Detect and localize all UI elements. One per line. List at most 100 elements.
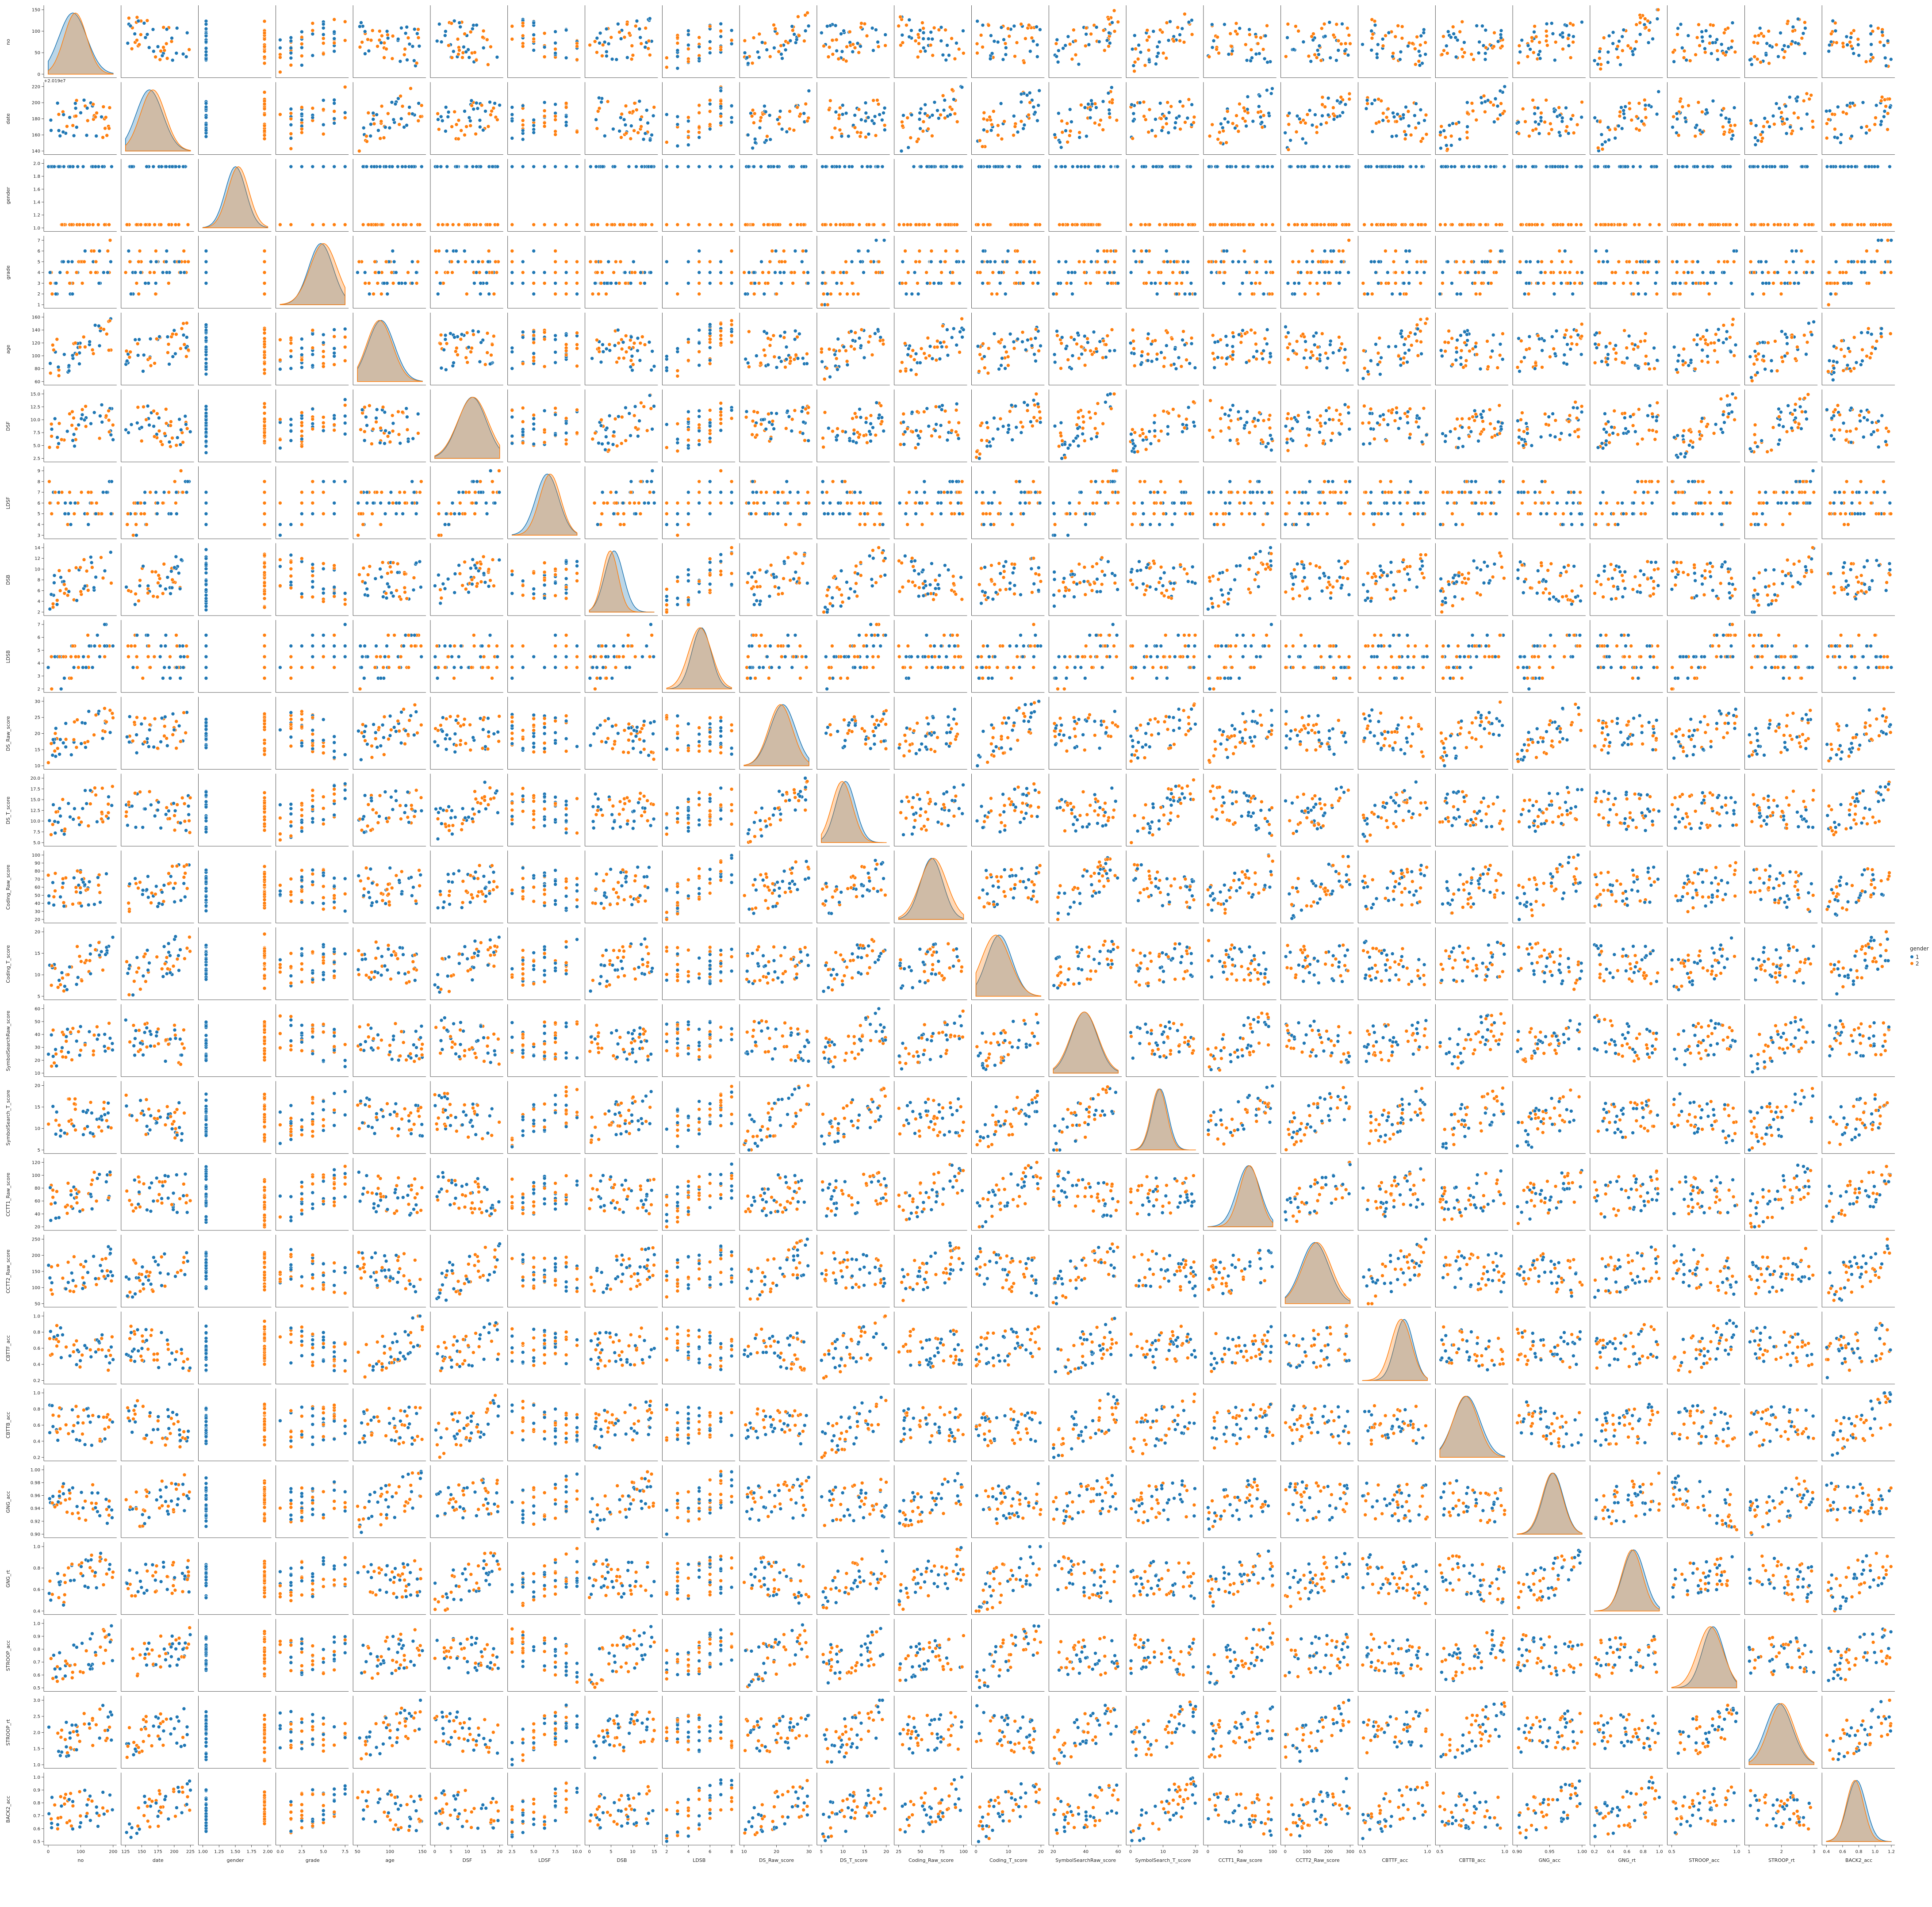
point-series-2: [52, 348, 55, 352]
point-series-1: [1329, 56, 1332, 60]
point-series-1: [1561, 165, 1564, 168]
point-series-2: [343, 359, 347, 363]
point-series-2: [1165, 21, 1169, 25]
point-series-1: [944, 58, 948, 62]
point-series-1: [1129, 271, 1133, 274]
point-series-1: [532, 49, 536, 52]
point-series-2: [1061, 223, 1065, 226]
point-series-2: [1679, 292, 1682, 296]
point-series-2: [768, 344, 772, 347]
point-series-2: [595, 50, 598, 54]
point-series-2: [1635, 115, 1638, 119]
point-series-1: [918, 29, 922, 32]
point-series-2: [521, 34, 525, 38]
point-series-2: [1460, 223, 1464, 226]
point-series-2: [1879, 99, 1883, 103]
point-series-1: [1398, 292, 1402, 296]
point-series-1: [554, 361, 557, 364]
point-series-1: [871, 49, 875, 52]
point-series-2: [631, 54, 635, 57]
point-series-1: [1304, 142, 1307, 145]
cell-no-vs-LDSF: [508, 5, 581, 78]
point-series-1: [322, 26, 325, 30]
point-series-2: [1166, 101, 1169, 104]
point-series-2: [554, 133, 557, 136]
point-series-2: [1058, 223, 1061, 226]
point-series-2: [102, 328, 106, 331]
point-series-1: [745, 56, 749, 59]
point-series-2: [396, 223, 400, 226]
point-series-1: [98, 249, 101, 253]
point-series-1: [300, 165, 303, 168]
point-series-2: [263, 91, 266, 94]
point-series-1: [1334, 59, 1338, 62]
point-series-1: [1405, 260, 1409, 264]
point-series-2: [846, 292, 849, 296]
point-series-2: [380, 104, 383, 108]
point-series-2: [416, 260, 420, 264]
point-series-1: [1393, 165, 1396, 168]
point-series-2: [554, 249, 557, 253]
point-series-2: [1532, 51, 1535, 54]
point-series-2: [789, 360, 792, 363]
point-series-1: [1531, 165, 1535, 168]
point-series-1: [459, 25, 462, 29]
point-series-1: [870, 27, 874, 30]
point-series-1: [859, 260, 862, 264]
point-series-1: [1706, 281, 1709, 285]
cell-gender-vs-GNG_rt: [1590, 159, 1663, 232]
point-series-2: [149, 364, 153, 368]
cell-gender-vs-DSF: [430, 159, 503, 232]
point-series-1: [1594, 249, 1598, 253]
point-series-2: [1460, 20, 1464, 23]
point-series-2: [521, 45, 525, 48]
point-series-2: [838, 106, 842, 110]
point-series-2: [1802, 99, 1806, 103]
point-series-2: [171, 332, 174, 336]
point-series-1: [1720, 42, 1723, 46]
point-series-1: [850, 260, 854, 264]
point-series-2: [906, 271, 910, 274]
point-series-1: [1020, 92, 1023, 96]
point-series-1: [1856, 43, 1860, 46]
point-series-1: [129, 24, 132, 28]
point-series-1: [862, 356, 866, 360]
point-series-2: [856, 292, 860, 296]
cell-no-vs-Coding_Raw_score: [894, 5, 967, 78]
point-series-2: [838, 349, 841, 352]
point-series-2: [1782, 56, 1786, 59]
point-series-1: [1071, 292, 1074, 296]
point-series-2: [1264, 260, 1268, 264]
point-series-2: [182, 249, 186, 253]
cell-gender-vs-Coding_Raw_score: [894, 159, 967, 232]
point-series-1: [954, 165, 958, 168]
point-series-2: [1411, 42, 1414, 45]
point-series-1: [1538, 57, 1542, 60]
point-series-1: [1499, 33, 1503, 36]
point-series-2: [1676, 33, 1679, 36]
point-series-2: [820, 350, 823, 354]
point-series-2: [138, 249, 142, 253]
point-series-1: [171, 355, 175, 358]
point-series-1: [204, 365, 208, 369]
point-series-1: [460, 333, 464, 336]
point-series-1: [1761, 165, 1765, 168]
point-series-2: [1417, 60, 1421, 63]
point-series-2: [543, 337, 546, 341]
point-series-2: [784, 365, 787, 369]
point-series-2: [1255, 271, 1259, 274]
point-series-1: [1869, 24, 1873, 28]
kde-series-2: [203, 167, 268, 228]
point-series-2: [635, 108, 638, 111]
point-series-2: [55, 337, 59, 341]
point-series-1: [1227, 53, 1230, 56]
point-series-1: [395, 271, 398, 274]
point-series-2: [1599, 63, 1603, 66]
point-series-1: [1706, 111, 1709, 115]
point-series-2: [618, 31, 621, 34]
point-series-2: [601, 43, 605, 47]
cell-age-vs-DSB: [585, 313, 658, 385]
point-series-1: [805, 362, 809, 365]
point-series-1: [922, 46, 925, 50]
point-series-2: [144, 223, 147, 226]
